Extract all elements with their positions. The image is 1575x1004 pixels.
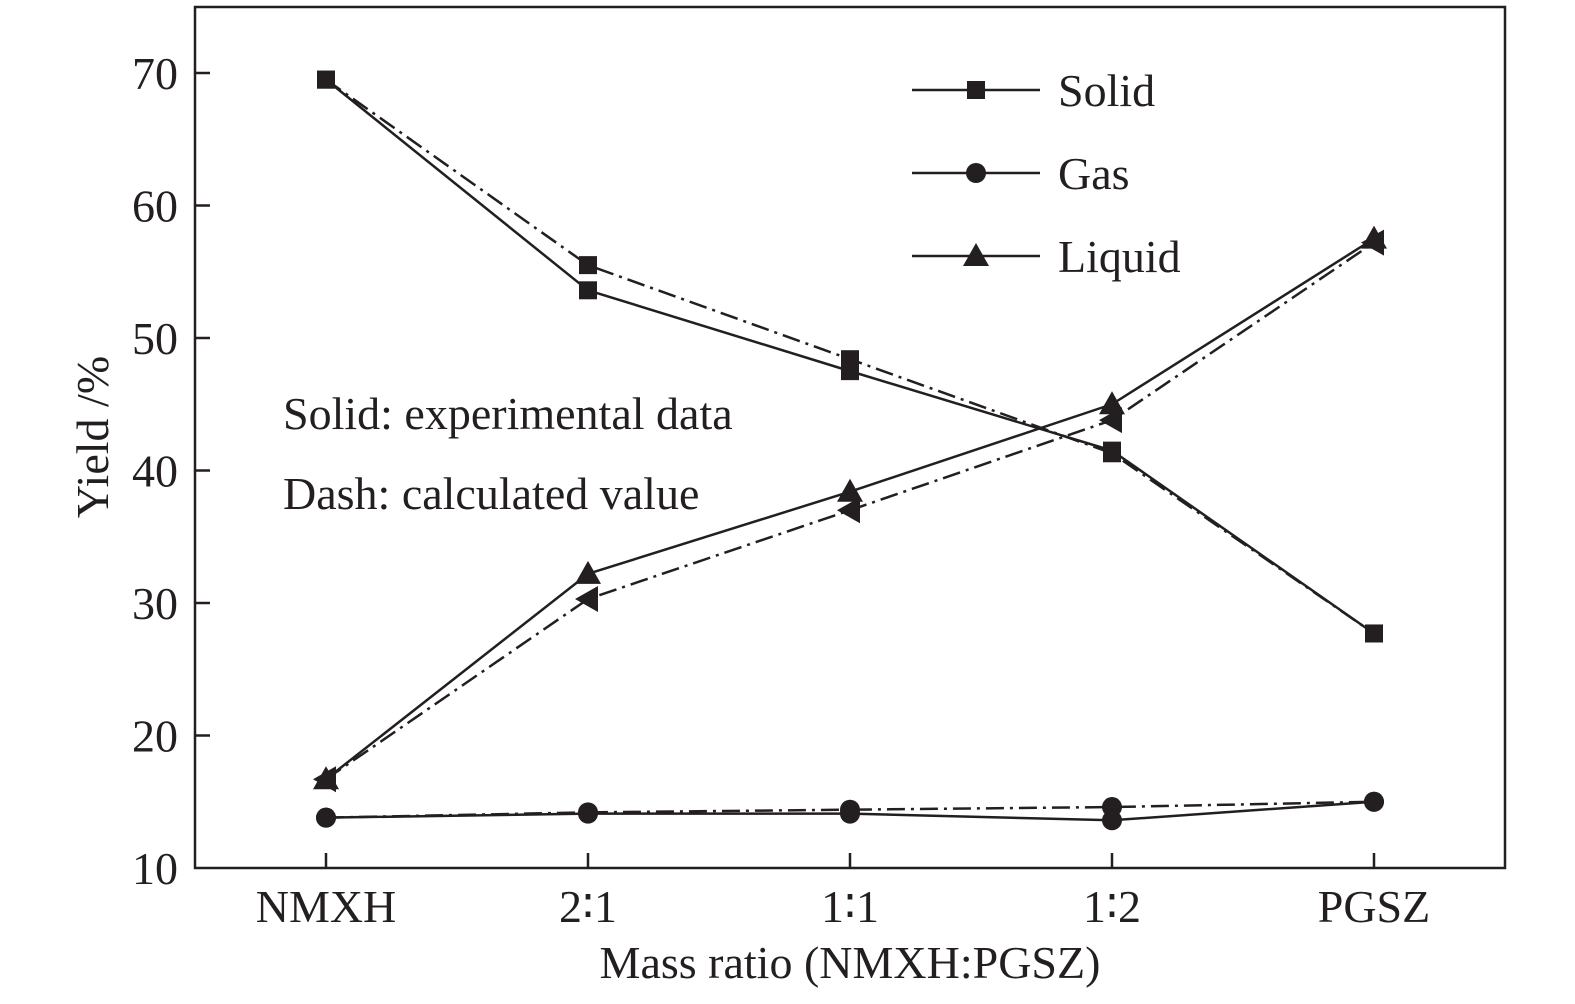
legend-circle-marker [966,163,986,183]
data-point-triangle-left [1099,407,1122,434]
data-point-triangle-left [837,497,860,524]
data-point-triangle-left [313,766,336,793]
data-point-triangle-up [575,560,601,584]
data-point-circle [1364,791,1384,812]
y-axis-title: Yield /% [67,356,118,518]
data-point-square [1103,444,1121,463]
legend-item-liquid: Liquid [912,231,1181,282]
data-point-square [579,281,597,300]
data-point-square [841,350,859,369]
legend-item-solid: Solid [912,65,1155,116]
data-point-square [317,70,335,89]
legend-label-gas: Gas [1058,148,1130,199]
y-tick-label: 70 [132,48,178,99]
y-tick-label: 30 [132,578,178,629]
data-point-triangle-left [1361,229,1384,256]
data-point-square [579,256,597,275]
x-tick-label: 1∶1 [821,881,879,932]
data-point-circle [316,807,336,828]
data-point-triangle-left [575,586,598,613]
calculated-series-line-4 [325,800,1375,819]
legend-label-solid: Solid [1058,65,1155,116]
data-point-square [1365,624,1383,643]
x-tick-label: PGSZ [1318,881,1430,932]
y-tick-label: 20 [132,711,178,762]
annotation-dash-note: Dash: calculated value [283,468,699,519]
x-tick-label: 2∶1 [559,881,617,932]
data-point-circle [840,799,860,820]
data-point-circle [1102,797,1122,818]
legend-label-liquid: Liquid [1058,231,1181,282]
y-axis: 10 20 30 40 50 60 70 [132,48,210,894]
annotation-solid-note: Solid: experimental data [283,388,733,439]
legend-triangle-marker [963,243,989,266]
y-tick-label: 50 [132,313,178,364]
data-point-triangle-up [837,478,863,502]
y-tick-label: 40 [132,446,178,497]
x-tick-label: NMXH [256,881,397,932]
x-axis: NMXH 2∶1 1∶1 1∶2 PGSZ [256,853,1430,932]
data-point-triangle-up [1099,391,1125,415]
data-point-circle [578,802,598,823]
legend-square-marker [967,81,985,99]
x-tick-label: 1∶2 [1083,881,1141,932]
x-axis-title: Mass ratio (NMXH:PGSZ) [600,937,1101,988]
series-markers [313,70,1387,831]
legend-item-gas: Gas [912,148,1130,199]
legend: Solid Gas Liquid [912,65,1181,282]
y-tick-label: 10 [132,843,178,894]
y-tick-label: 60 [132,181,178,232]
